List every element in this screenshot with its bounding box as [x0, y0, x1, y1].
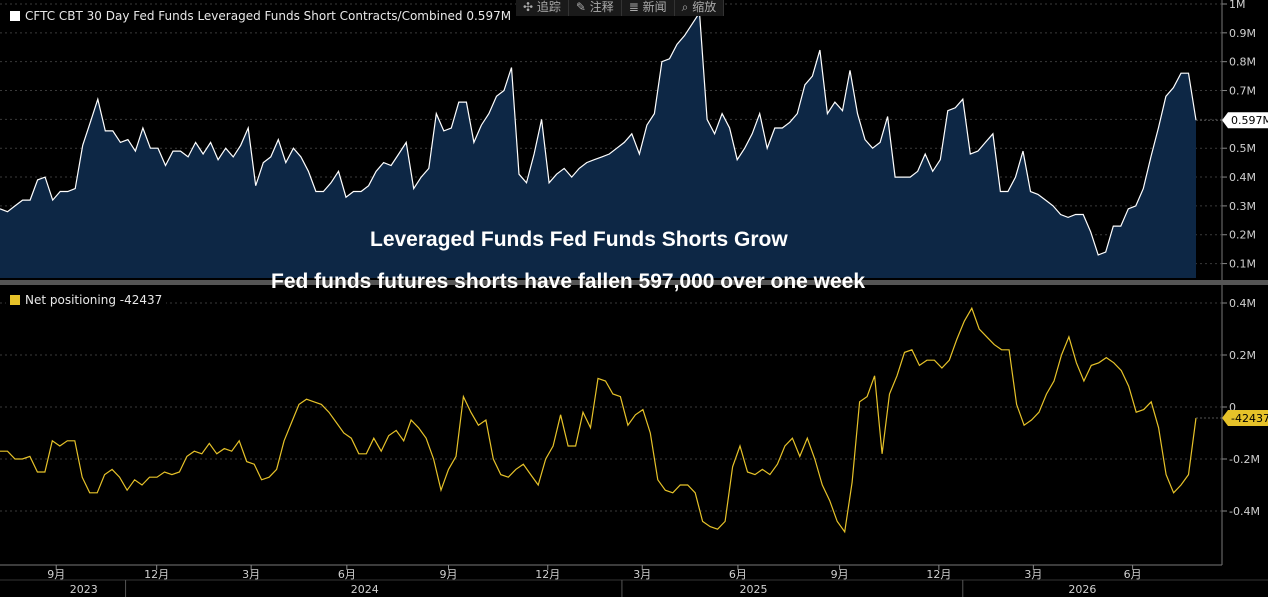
x-tick-label: 3月: [242, 568, 260, 581]
y-tick-label: 0.2M: [1229, 349, 1256, 362]
y-tick-label: -0.2M: [1229, 453, 1260, 466]
y-tick-label: -0.4M: [1229, 505, 1260, 518]
y-tick-label: 0.3M: [1229, 200, 1256, 213]
year-label: 2025: [739, 583, 767, 596]
y-tick-label: 0.4M: [1229, 171, 1256, 184]
chart-subheadline: Fed funds futures shorts have fallen 597…: [271, 270, 866, 293]
legend-swatch-white: [10, 11, 20, 21]
top-legend-label: CFTC CBT 30 Day Fed Funds Leveraged Fund…: [25, 9, 512, 23]
x-tick-label: 9月: [440, 568, 458, 581]
y-tick-label: 0.7M: [1229, 85, 1256, 98]
y-tick-label: 0.5M: [1229, 142, 1256, 155]
year-label: 2024: [351, 583, 379, 596]
annotate-button[interactable]: ✎ 注释: [569, 0, 622, 16]
last-value-label: 0.597M: [1231, 114, 1268, 127]
x-tick-label: 3月: [1024, 568, 1042, 581]
bottom-legend-label: Net positioning -42437: [25, 293, 163, 307]
last-value-label: -42437: [1231, 412, 1268, 425]
y-tick-label: 0.2M: [1229, 229, 1256, 242]
x-tick-label: 9月: [831, 568, 849, 581]
series-area-fill: [0, 12, 1196, 278]
last-value-tag: [1222, 410, 1268, 427]
y-tick-label: 0: [1229, 401, 1236, 414]
x-tick-label: 6月: [729, 568, 747, 581]
year-label: 2026: [1068, 583, 1096, 596]
track-button[interactable]: ✣ 追踪: [516, 0, 569, 16]
x-tick-label: 6月: [338, 568, 356, 581]
year-label: 2023: [70, 583, 98, 596]
bottom-legend: Net positioning -42437: [6, 292, 167, 308]
news-button[interactable]: ≣ 新闻: [622, 0, 675, 16]
x-tick-label: 6月: [1124, 568, 1142, 581]
last-value-tag: [1222, 112, 1268, 129]
zoom-button[interactable]: ⌕ 缩放: [675, 0, 725, 16]
x-tick-label: 12月: [144, 568, 169, 581]
chart-toolbar: ✣ 追踪 ✎ 注释 ≣ 新闻 ⌕ 缩放: [516, 0, 725, 16]
y-tick-label: 0.1M: [1229, 258, 1256, 271]
y-tick-label: 0.4M: [1229, 297, 1256, 310]
x-tick-label: 3月: [633, 568, 651, 581]
y-tick-label: 0.8M: [1229, 56, 1256, 69]
x-tick-label: 12月: [926, 568, 951, 581]
x-tick-label: 9月: [47, 568, 65, 581]
x-tick-label: 12月: [535, 568, 560, 581]
chart-headline: Leveraged Funds Fed Funds Shorts Grow: [370, 228, 788, 251]
panel-divider: [0, 280, 1268, 285]
legend-swatch-yellow: [10, 295, 20, 305]
y-tick-label: 0.9M: [1229, 27, 1256, 40]
y-tick-label: 1M: [1229, 0, 1246, 11]
series-line-shorts: [0, 10, 1197, 256]
series-line-net: [0, 306, 1197, 534]
top-legend: CFTC CBT 30 Day Fed Funds Leveraged Fund…: [6, 8, 516, 24]
